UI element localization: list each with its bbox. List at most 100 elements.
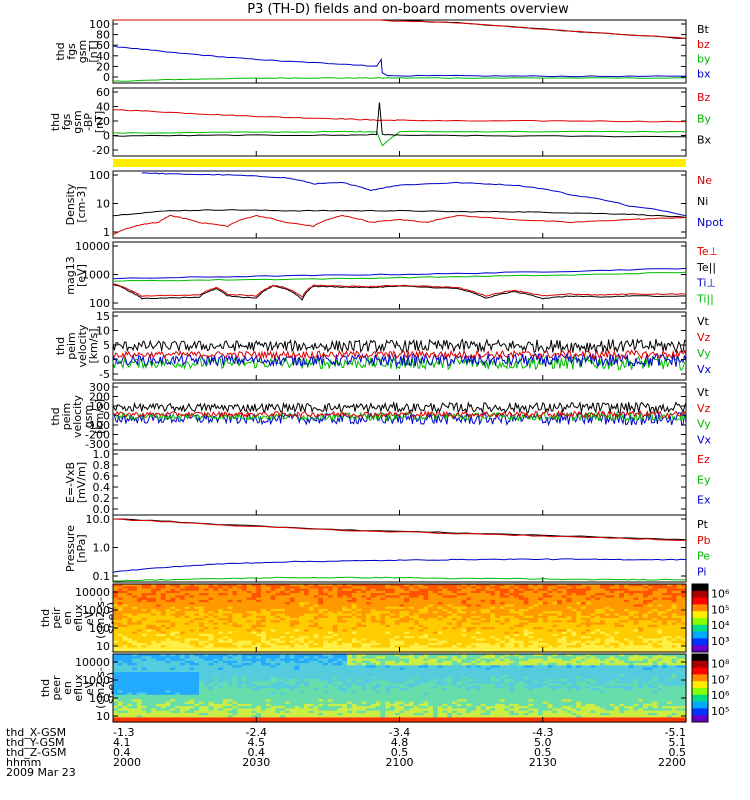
heatmap-cell: [619, 599, 625, 603]
heatmap-cell: [447, 640, 453, 644]
heatmap-cell: [557, 613, 563, 617]
heatmap-cell: [604, 602, 611, 605]
heatmap-cell: [662, 656, 668, 660]
heatmap-cell: [170, 627, 176, 630]
heatmap-cell: [318, 599, 324, 603]
heatmap-cell: [600, 660, 606, 664]
heatmap-cell: [280, 615, 286, 619]
heatmap-cell: [423, 636, 429, 639]
heatmap-cell: [370, 663, 377, 666]
heatmap-cell: [409, 649, 415, 653]
heatmap-cell: [600, 602, 606, 605]
heatmap-cell: [580, 613, 587, 617]
heatmap-cell: [337, 584, 343, 587]
heatmap-cell: [643, 602, 649, 605]
heatmap-cell: [409, 618, 415, 621]
heatmap-cell: [518, 642, 525, 646]
heatmap-cell: [528, 588, 534, 592]
heatmap-cell: [237, 645, 243, 649]
heatmap-cell: [270, 647, 276, 651]
heatmap-cell: [194, 663, 200, 666]
y-tick-label: 0.0: [93, 503, 111, 516]
heatmap-cell: [509, 645, 515, 649]
heatmap-cell: [628, 611, 635, 615]
heatmap-cell: [342, 608, 348, 612]
heatmap-cell: [566, 663, 572, 666]
heatmap-cell: [399, 642, 405, 646]
heatmap-cell: [194, 658, 200, 662]
heatmap-cell: [561, 636, 568, 639]
heatmap-cell: [332, 667, 339, 671]
heatmap-cell: [662, 636, 668, 639]
heatmap-cell: [232, 624, 238, 628]
heatmap-cell: [289, 611, 296, 615]
heatmap-cell: [571, 615, 577, 619]
heatmap-cell: [580, 640, 587, 644]
heatmap-cell: [571, 669, 577, 673]
heatmap-cell: [275, 586, 281, 590]
heatmap-cell: [232, 602, 238, 605]
heatmap-cell: [566, 593, 572, 596]
heatmap-cell: [122, 672, 128, 675]
heatmap-cell: [495, 618, 501, 621]
heatmap-cell: [194, 604, 200, 608]
heatmap-cell: [499, 584, 506, 587]
heatmap-cell: [533, 656, 539, 660]
heatmap-cell: [485, 599, 491, 603]
heatmap-cell: [466, 611, 472, 615]
heatmap-cell: [337, 618, 343, 621]
heatmap-cell: [370, 636, 377, 639]
heatmap-cell: [113, 588, 119, 592]
heatmap-cell: [270, 611, 276, 615]
heatmap-cell: [165, 590, 171, 594]
heatmap-cell: [127, 588, 133, 592]
heatmap-cell: [232, 631, 238, 635]
heatmap-cell: [552, 636, 558, 639]
heatmap-cell: [480, 645, 487, 649]
heatmap-cell: [304, 584, 310, 587]
heatmap-cell: [399, 593, 405, 596]
heatmap-cell: [418, 627, 424, 630]
heatmap-cell: [222, 595, 229, 599]
heatmap-cell: [557, 672, 563, 675]
heatmap-cell: [117, 584, 124, 587]
heatmap-cell: [323, 658, 329, 662]
heatmap-cell: [294, 656, 300, 660]
heatmap-cell: [175, 608, 181, 612]
heatmap-cell: [366, 611, 372, 615]
heatmap-cell: [452, 611, 458, 615]
panel-frame: [112, 241, 687, 310]
heatmap-cell: [380, 665, 386, 669]
heatmap-cell: [504, 608, 510, 612]
heatmap-cell: [318, 669, 324, 673]
heatmap-cell: [437, 665, 444, 669]
y-tick-label: 40: [96, 50, 110, 63]
heatmap-cell: [647, 618, 654, 621]
heatmap-cell: [471, 669, 477, 673]
heatmap-cell: [127, 667, 133, 671]
heatmap-cell: [241, 660, 248, 664]
heatmap-cell: [671, 590, 678, 594]
heatmap-cell: [155, 665, 162, 669]
heatmap-cell: [194, 602, 200, 605]
heatmap-cell: [404, 586, 410, 590]
heatmap-cell: [132, 615, 138, 619]
heatmap-cell: [633, 611, 639, 615]
heatmap-cell: [643, 588, 649, 592]
heatmap-cell: [447, 658, 453, 662]
heatmap-cell: [447, 618, 453, 621]
heatmap-cell: [676, 584, 682, 587]
heatmap-cell: [179, 660, 186, 664]
heatmap-cell: [222, 669, 229, 673]
heatmap-cell: [275, 599, 281, 603]
heatmap-cell: [671, 615, 678, 619]
heatmap-cell: [280, 631, 286, 635]
heatmap-cell: [194, 649, 200, 653]
heatmap-cell: [160, 672, 167, 675]
heatmap-cell: [619, 658, 625, 662]
heatmap-cell: [666, 590, 673, 594]
heatmap-cell: [337, 633, 343, 637]
heatmap-cell: [380, 672, 386, 675]
heatmap-cell: [122, 658, 128, 662]
